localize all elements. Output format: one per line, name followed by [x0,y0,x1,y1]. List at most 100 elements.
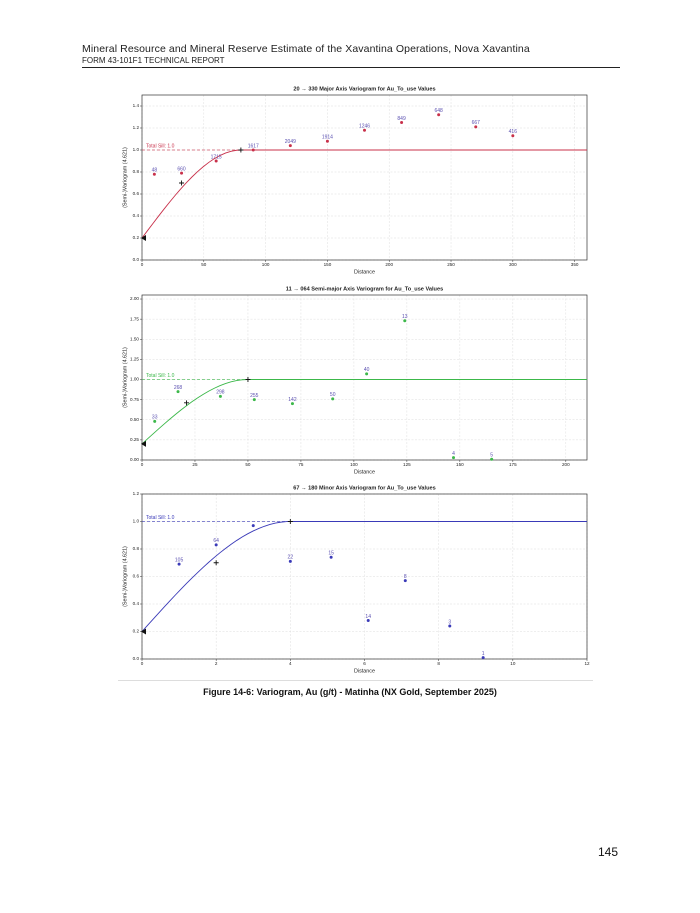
variogram-chart: 0.0 0.2 0.4 0.6 0.8 1.0 1.2 1.4 0 50 100 150 200 250 3… [122,86,588,275]
model-curve [141,149,587,239]
pair-count-label: 849 [397,116,406,122]
pair-count-label: 667 [472,120,481,126]
data-point [288,144,292,148]
cross-marker [238,147,244,153]
x-tick-label: 25 [192,462,198,467]
x-tick-label: 200 [562,462,570,467]
y-tick-label: 0.2 [133,235,140,240]
x-tick-label: 8 [437,661,440,666]
y-tick-label: 0.8 [133,546,140,551]
pair-count-label: 22 [288,555,294,561]
data-point [437,113,441,117]
pair-count-label: 14 [365,614,371,620]
y-tick-label: 0.50 [130,417,139,422]
plot-area [142,295,587,460]
x-tick-label: 10 [510,661,516,666]
nugget-marker [141,235,146,241]
nugget-marker [141,440,146,447]
data-point [490,457,494,461]
y-tick-label: 1.2 [133,125,140,130]
x-tick-label: 0 [141,462,144,467]
data-point [474,125,478,129]
data-point [177,562,181,566]
data-point [180,171,184,175]
data-point [251,148,255,152]
x-tick-label: 75 [298,462,304,467]
pair-count-label: 142 [288,397,297,403]
x-tick-label: 350 [571,262,579,267]
y-tick-label: 0.0 [133,257,140,262]
y-tick-label: 1.50 [130,336,139,341]
pair-count-label: 648 [434,108,443,114]
y-tick-label: 1.4 [133,103,140,108]
x-tick-label: 100 [350,462,358,467]
data-point [325,139,329,143]
data-point [400,121,404,124]
y-tick-label: 0.6 [133,191,140,196]
pair-count-label: 3 [448,619,451,625]
x-tick-label: 2 [215,661,218,666]
sill-label: Total Sill: 1.0 [146,515,175,521]
model-curve [141,521,587,632]
x-tick-label: 125 [403,462,411,467]
data-point [403,579,407,583]
data-point [403,319,407,323]
x-tick-label: 300 [509,262,517,267]
chart-title: 67 → 180 Minor Axis Variogram for Au_To_… [293,485,435,491]
cross-marker [184,400,189,406]
variogram-chart: 0.000.250.500.751.001.251.501.752.000 25 5… [122,286,588,475]
x-axis-label: Distance [354,668,375,674]
pair-count-label: 4 [452,451,455,457]
x-tick-label: 150 [324,262,332,267]
header-subtitle: FORM 43-101F1 TECHNICAL REPORT [82,56,225,65]
pair-count-label: 15 [328,551,334,557]
x-tick-label: 100 [262,262,270,267]
x-tick-label: 150 [456,462,464,467]
data-point [511,134,515,138]
pair-count-label: 13 [402,314,408,320]
y-tick-label: 0.25 [130,437,139,442]
y-tick-label: 0.4 [133,213,140,218]
y-axis-label: (Semi-)Variogram (4.621) [122,546,128,607]
header-title: Mineral Resource and Mineral Reserve Est… [82,43,530,55]
variogram-chart: 0.0 0.2 0.4 0.6 0.8 1.0 1.2 0 2 4 6 8 10 12 67 → 180 M… [122,485,590,674]
pair-count-label: 255 [250,393,259,399]
y-tick-label: 0.8 [133,169,140,174]
pair-count-label: 48 [152,168,158,174]
y-tick-label: 2.00 [130,296,139,301]
plot-frame [141,493,588,660]
data-point [290,402,294,406]
x-tick-label: 0 [141,262,144,267]
pair-count-label: 50 [330,392,336,398]
pair-count-label: 268 [174,385,183,391]
x-axis-label: Distance [354,469,375,475]
nugget-marker [141,628,146,635]
cross-marker [287,519,293,524]
y-tick-label: 1.2 [133,491,140,496]
pair-count-label: 298 [216,390,225,396]
y-tick-label: 1.00 [130,377,139,382]
x-tick-label: 50 [245,462,251,467]
data-point [288,559,292,563]
y-tick-label: 1.0 [133,147,140,152]
page-number: 145 [598,845,619,859]
pair-count-label: 33 [152,415,158,421]
data-point [218,394,222,398]
y-tick-label: 0.75 [130,397,139,402]
y-tick-label: 0.6 [133,574,140,579]
y-axis-label: (Semi-)Variogram (4.621) [122,147,128,208]
plot-frame [141,294,588,461]
pair-count-label: 105 [175,557,184,563]
model-curve [141,379,587,445]
y-axis-label: (Semi-)Variogram (4.621) [122,347,128,408]
pair-count-label: 40 [364,367,370,373]
sill-label: Total Sill: 1.0 [146,373,175,379]
pair-count-label: 2049 [285,139,296,145]
x-tick-label: 50 [201,262,207,267]
data-point [448,624,452,628]
data-point [331,397,335,401]
y-tick-label: 1.0 [133,519,140,524]
pair-count-label: 5 [490,453,493,459]
pair-count-label: 1 [482,651,485,657]
